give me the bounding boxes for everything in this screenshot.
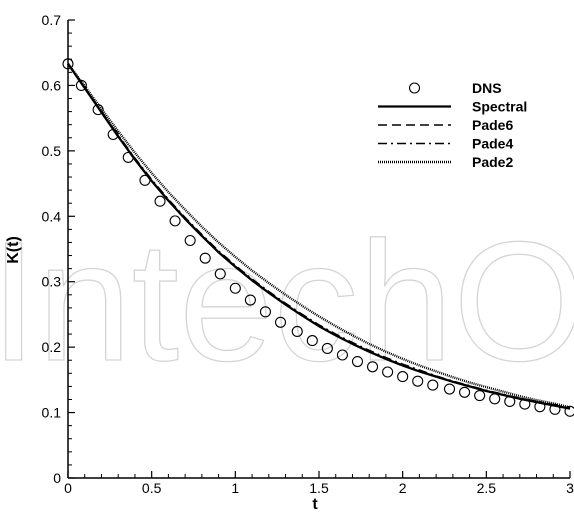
y-tick-label: 0.5: [42, 143, 62, 159]
x-tick-label: 0: [64, 480, 72, 496]
legend-label-pade2: Pade2: [472, 154, 513, 170]
dns-point: [412, 375, 424, 387]
x-axis-label: t: [312, 496, 318, 513]
dns-point: [184, 234, 196, 247]
dns-point: [336, 349, 348, 361]
x-tick-label: 3: [566, 480, 574, 496]
legend-label-dns: DNS: [472, 80, 502, 96]
pade4-series-line: [67, 63, 571, 409]
y-tick-label: 0.1: [42, 405, 62, 421]
legend-marker-dns: [408, 82, 421, 94]
x-tick-label: 2.5: [477, 480, 497, 496]
dns-point: [564, 405, 574, 417]
x-tick-label: 2: [399, 480, 407, 496]
dns-point: [75, 79, 87, 91]
watermark-text: IntechOpen: [0, 207, 574, 397]
legend-label-spectral: Spectral: [472, 99, 527, 115]
dns-point: [229, 282, 241, 294]
dns-point: [474, 390, 486, 402]
legend-label-pade4: Pade4: [472, 136, 513, 152]
plot-area: [62, 58, 574, 417]
y-tick-label: 0.6: [42, 77, 62, 93]
axes: 0 0.5 1 1.5 2 2.5 3 0 0.1 0.2 0.3 0.4 0.5 0.6 0.7: [42, 12, 574, 496]
dns-point: [154, 195, 166, 207]
dns-point: [291, 325, 303, 337]
x-tick-label: 1.5: [309, 480, 329, 496]
dns-point: [443, 383, 456, 395]
dns-point: [366, 361, 379, 373]
y-tick-label: 0.2: [42, 339, 62, 355]
dns-point: [459, 386, 471, 398]
dns-point: [259, 306, 272, 318]
dns-point: [306, 335, 318, 347]
dns-point: [321, 342, 333, 355]
y-tick-label: 0.3: [42, 274, 62, 290]
dns-point: [351, 355, 364, 368]
y-tick-label: 0.7: [42, 12, 62, 28]
dns-point: [427, 379, 439, 391]
dns-point: [397, 371, 409, 383]
y-tick-label: 0.4: [42, 208, 62, 224]
dns-point: [169, 215, 181, 227]
legend-label-pade6: Pade6: [472, 117, 513, 133]
dns-point: [199, 252, 211, 264]
dns-point: [274, 316, 287, 328]
dns-point: [244, 294, 256, 306]
dns-point: [382, 366, 394, 378]
legend: DNS Spectral Pade6 Pade4 Pade2: [378, 80, 527, 170]
pade2-series-line: [67, 63, 571, 409]
x-tick-label: 1: [231, 480, 239, 496]
dns-point: [214, 268, 226, 280]
y-axis-label: K(t): [5, 236, 22, 264]
x-tick-label: 0.5: [142, 480, 162, 496]
y-tick-label: 0: [53, 470, 61, 486]
